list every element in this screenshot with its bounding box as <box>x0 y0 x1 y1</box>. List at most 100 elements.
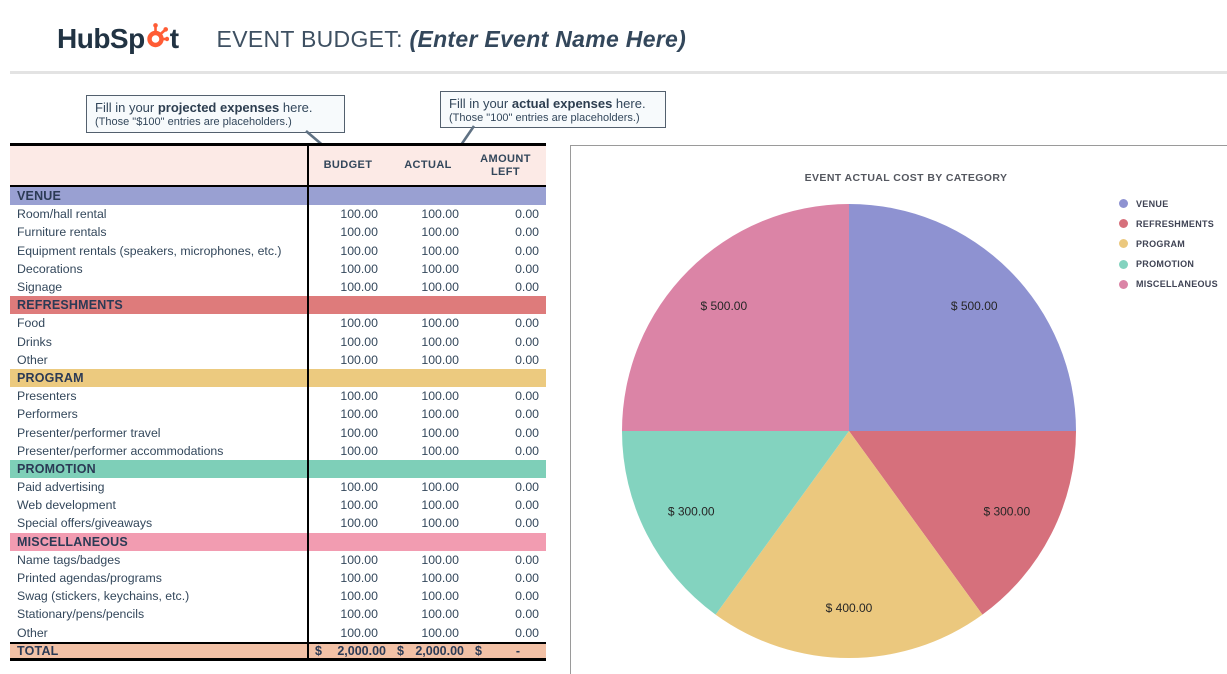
item-name-cell[interactable]: Stationary/pens/pencils <box>17 607 145 622</box>
value-cell[interactable]: 100.00 <box>421 334 459 349</box>
item-name-cell[interactable]: Room/hall rental <box>17 207 107 222</box>
table-row: Name tags/badges 100.00 100.00 0.00 <box>10 551 546 569</box>
value-cell[interactable]: 0.00 <box>515 352 539 367</box>
legend-dot-icon <box>1119 279 1128 289</box>
value-cell[interactable]: 100.00 <box>421 498 459 513</box>
value-cell[interactable]: 100.00 <box>340 425 378 440</box>
value-cell[interactable]: 100.00 <box>340 225 378 240</box>
item-name-cell[interactable]: Furniture rentals <box>17 225 107 240</box>
value-cell[interactable]: 0.00 <box>515 243 539 258</box>
legend-dot-icon <box>1119 239 1128 249</box>
value-cell[interactable]: 100.00 <box>421 552 459 567</box>
item-name-cell[interactable]: Presenter/performer travel <box>17 425 161 440</box>
value-cell[interactable]: 0.00 <box>515 280 539 295</box>
value-cell[interactable]: 0.00 <box>515 516 539 531</box>
value-cell[interactable]: 100.00 <box>340 571 378 586</box>
item-name-cell[interactable]: Decorations <box>17 261 83 276</box>
value-cell[interactable]: 0.00 <box>515 625 539 640</box>
value-cell[interactable]: 100.00 <box>340 407 378 422</box>
legend-label: VENUE <box>1136 198 1169 209</box>
item-name-cell[interactable]: Presenter/performer accommodations <box>17 443 224 458</box>
legend-label: REFRESHMENTS <box>1136 218 1215 229</box>
value-cell[interactable]: 0.00 <box>515 480 539 495</box>
item-name-cell[interactable]: Drinks <box>17 334 52 349</box>
item-name-cell[interactable]: Name tags/badges <box>17 552 121 567</box>
legend-label: MISCELLANEOUS <box>1136 279 1218 290</box>
value-cell[interactable]: 100.00 <box>421 607 459 622</box>
value-cell[interactable]: 0.00 <box>515 316 539 331</box>
value-cell[interactable]: 100.00 <box>340 498 378 513</box>
value-cell[interactable]: 100.00 <box>421 207 459 222</box>
table-row: Equipment rentals (speakers, microphones… <box>10 242 546 260</box>
total-actual-cell[interactable]: $2,000.00 <box>397 643 464 658</box>
value-cell[interactable]: 100.00 <box>340 516 378 531</box>
value-cell[interactable]: 100.00 <box>421 443 459 458</box>
value-cell[interactable]: 100.00 <box>421 407 459 422</box>
value-cell[interactable]: 100.00 <box>340 589 378 604</box>
item-name-cell[interactable]: Signage <box>17 280 63 295</box>
value-cell[interactable]: 100.00 <box>421 516 459 531</box>
item-name-cell[interactable]: Other <box>17 352 48 367</box>
value-cell[interactable]: 100.00 <box>421 225 459 240</box>
value-cell[interactable]: 100.00 <box>421 243 459 258</box>
value-cell[interactable]: 100.00 <box>421 571 459 586</box>
value-cell[interactable]: 0.00 <box>515 425 539 440</box>
section-header-venue: VENUE <box>10 187 546 206</box>
value-cell[interactable]: 100.00 <box>421 261 459 276</box>
item-name-cell[interactable]: Paid advertising <box>17 480 105 495</box>
value-cell[interactable]: 100.00 <box>421 316 459 331</box>
value-cell[interactable]: 100.00 <box>421 589 459 604</box>
value-cell[interactable]: 0.00 <box>515 334 539 349</box>
value-cell[interactable]: 0.00 <box>515 498 539 513</box>
value-cell[interactable]: 100.00 <box>340 443 378 458</box>
value-cell[interactable]: 100.00 <box>340 243 378 258</box>
section-header-miscellaneous: MISCELLANEOUS <box>10 532 546 551</box>
value-cell[interactable]: 100.00 <box>340 334 378 349</box>
value-cell[interactable]: 100.00 <box>340 389 378 404</box>
value-cell[interactable]: 100.00 <box>421 280 459 295</box>
budget-table: BUDGET ACTUAL AMOUNT LEFT VENUE Room/hall… <box>10 143 546 661</box>
value-cell[interactable]: 100.00 <box>421 625 459 640</box>
total-budget-cell[interactable]: $2,000.00 <box>315 643 386 658</box>
page-title: EVENT BUDGET: (Enter Event Name Here) <box>216 25 687 52</box>
item-name-cell[interactable]: Equipment rentals (speakers, microphones… <box>17 243 282 258</box>
value-cell[interactable]: 100.00 <box>340 552 378 567</box>
value-cell[interactable]: 0.00 <box>515 552 539 567</box>
value-cell[interactable]: 0.00 <box>515 389 539 404</box>
value-cell[interactable]: 100.00 <box>340 480 378 495</box>
item-name-cell[interactable]: Special offers/giveaways <box>17 516 153 531</box>
value-cell[interactable]: 100.00 <box>340 352 378 367</box>
item-name-cell[interactable]: Web development <box>17 498 116 513</box>
value-cell[interactable]: 0.00 <box>515 571 539 586</box>
legend-item-venue: VENUE <box>1119 197 1218 210</box>
value-cell[interactable]: 0.00 <box>515 207 539 222</box>
value-cell[interactable]: 0.00 <box>515 225 539 240</box>
value-cell[interactable]: 0.00 <box>515 261 539 276</box>
item-name-cell[interactable]: Other <box>17 625 48 640</box>
value-cell[interactable]: 100.00 <box>421 352 459 367</box>
value-cell[interactable]: 100.00 <box>421 480 459 495</box>
table-row: Other 100.00 100.00 0.00 <box>10 624 546 642</box>
legend-dot-icon <box>1119 259 1128 269</box>
column-header-budget: BUDGET <box>323 159 373 172</box>
value-cell[interactable]: 0.00 <box>515 607 539 622</box>
table-row: Web development 100.00 100.00 0.00 <box>10 496 546 514</box>
value-cell[interactable]: 100.00 <box>340 207 378 222</box>
pie-slice-program <box>715 431 983 659</box>
value-cell[interactable]: 100.00 <box>340 280 378 295</box>
value-cell[interactable]: 100.00 <box>421 389 459 404</box>
value-cell[interactable]: 0.00 <box>515 589 539 604</box>
value-cell[interactable]: 100.00 <box>340 316 378 331</box>
item-name-cell[interactable]: Swag (stickers, keychains, etc.) <box>17 589 190 604</box>
value-cell[interactable]: 100.00 <box>421 425 459 440</box>
value-cell[interactable]: 100.00 <box>340 625 378 640</box>
item-name-cell[interactable]: Presenters <box>17 389 77 404</box>
value-cell[interactable]: 100.00 <box>340 261 378 276</box>
value-cell[interactable]: 0.00 <box>515 443 539 458</box>
item-name-cell[interactable]: Printed agendas/programs <box>17 571 162 586</box>
item-name-cell[interactable]: Performers <box>17 407 78 422</box>
value-cell[interactable]: 100.00 <box>340 607 378 622</box>
value-cell[interactable]: 0.00 <box>515 407 539 422</box>
item-name-cell[interactable]: Food <box>17 316 46 331</box>
total-left-cell[interactable]: $ - <box>475 643 520 658</box>
